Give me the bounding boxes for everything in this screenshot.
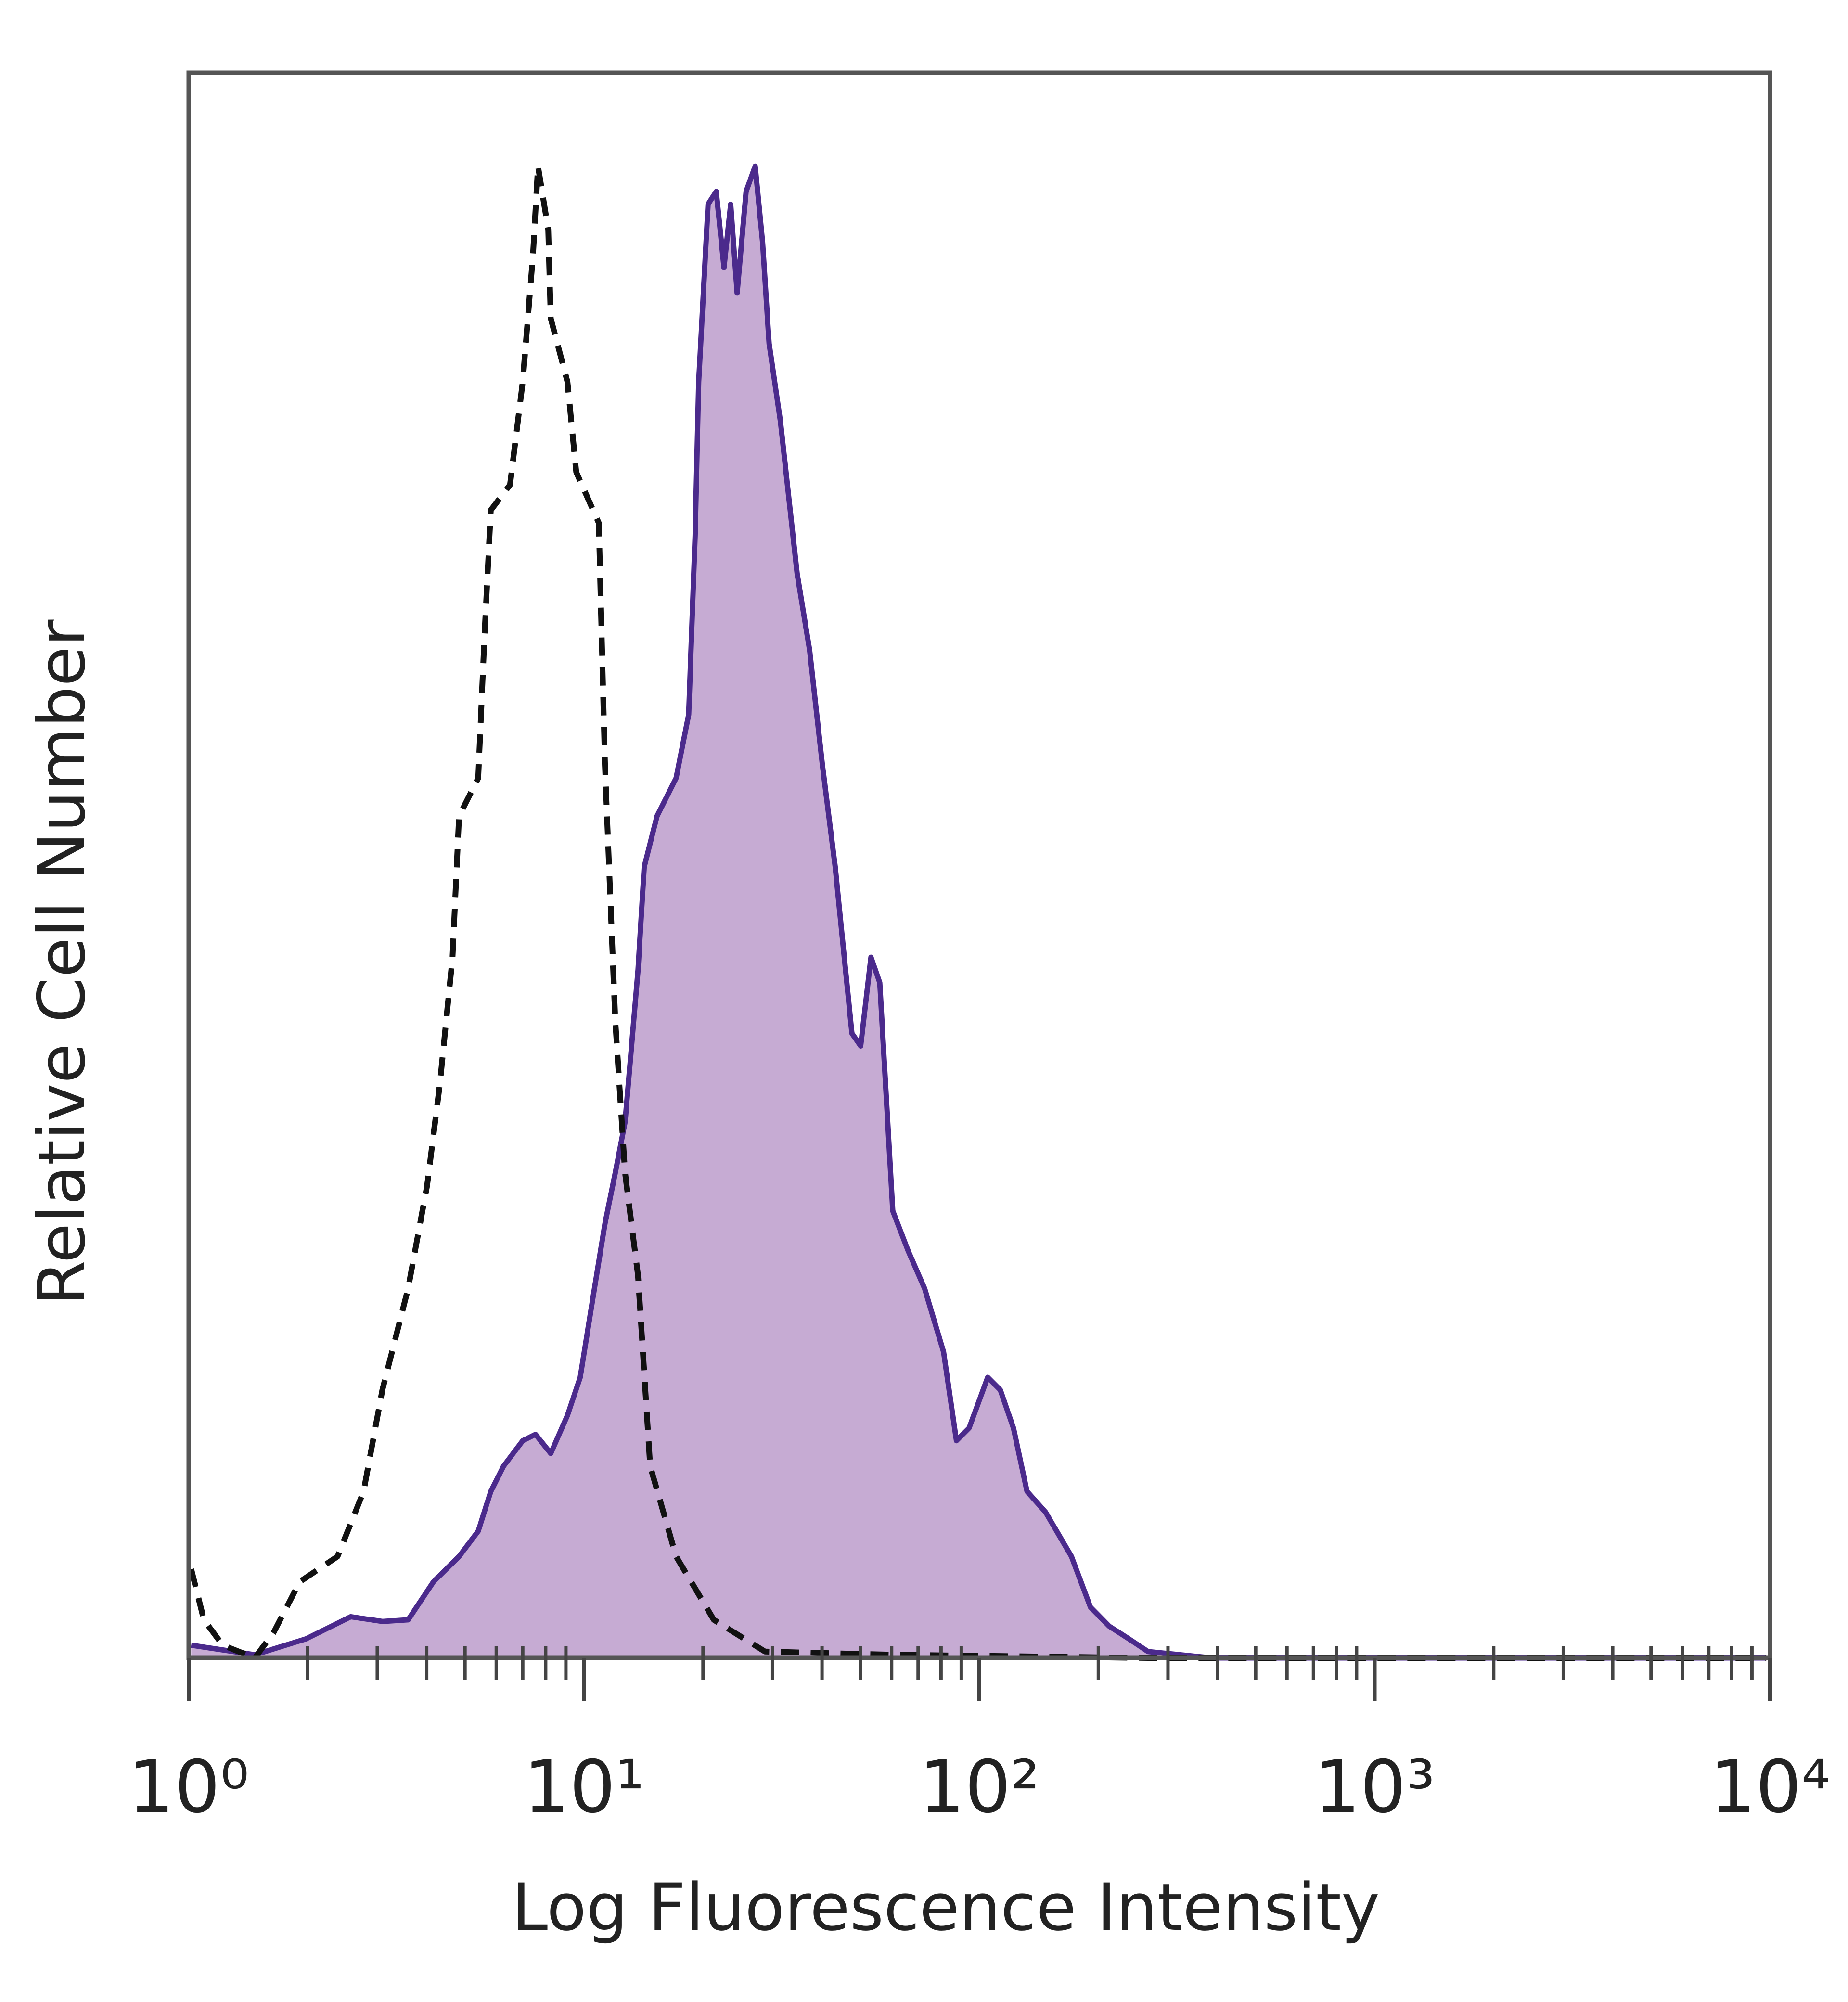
x-tick-label: 10¹	[524, 1745, 644, 1829]
histogram-line	[188, 163, 1767, 1661]
x-tick-label: 10⁰	[128, 1745, 249, 1829]
histogram-area	[191, 166, 1767, 1658]
x-tick-label: 10²	[919, 1745, 1040, 1829]
x-tick-label: 10³	[1314, 1745, 1435, 1829]
y-axis-label: Relative Cell Number	[24, 619, 100, 1305]
x-tick-label: 10⁴	[1709, 1745, 1830, 1829]
x-axis-label: Log Fluorescence Intensity	[512, 1870, 1380, 1945]
histogram-line	[191, 163, 1767, 1661]
